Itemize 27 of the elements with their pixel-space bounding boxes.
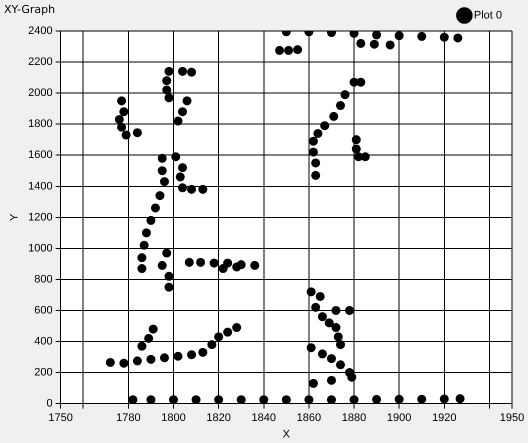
y-tick-label: 800 — [34, 273, 53, 286]
x-tick-label: 1800 — [161, 412, 186, 424]
x-tick-label: 1900 — [386, 412, 412, 424]
x-tick-label: 1860 — [296, 412, 322, 424]
y-tick-label: 2400 — [28, 25, 53, 38]
y-tick-label: 1000 — [28, 242, 53, 254]
y-tick-label: 400 — [34, 336, 53, 348]
y-axis-title: Y — [8, 212, 21, 221]
x-tick-label: 1920 — [432, 412, 457, 424]
x-tick-label: 1780 — [116, 412, 141, 424]
y-tick-label: 1200 — [28, 211, 53, 224]
y-tick-label: 1400 — [28, 180, 53, 192]
y-tick-label: 2200 — [28, 56, 53, 68]
x-tick-label: 1840 — [252, 412, 276, 424]
legend-label: Plot 0 — [474, 10, 502, 22]
y-tick-label: 1800 — [28, 118, 53, 130]
x-tick-label: 1750 — [48, 412, 73, 424]
y-tick-label: 0 — [46, 398, 53, 410]
y-tick-label: 2000 — [28, 87, 53, 100]
x-tick-label: 1950 — [500, 412, 524, 424]
chart-title: XY-Graph — [4, 3, 56, 16]
x-tick-label: 1820 — [206, 412, 231, 424]
x-tick-label: 1880 — [342, 412, 366, 424]
y-tick-label: 600 — [34, 304, 53, 316]
y-tick-label: 200 — [34, 366, 53, 379]
y-tick-label: 1600 — [28, 149, 53, 162]
x-axis-title: X — [282, 428, 291, 440]
